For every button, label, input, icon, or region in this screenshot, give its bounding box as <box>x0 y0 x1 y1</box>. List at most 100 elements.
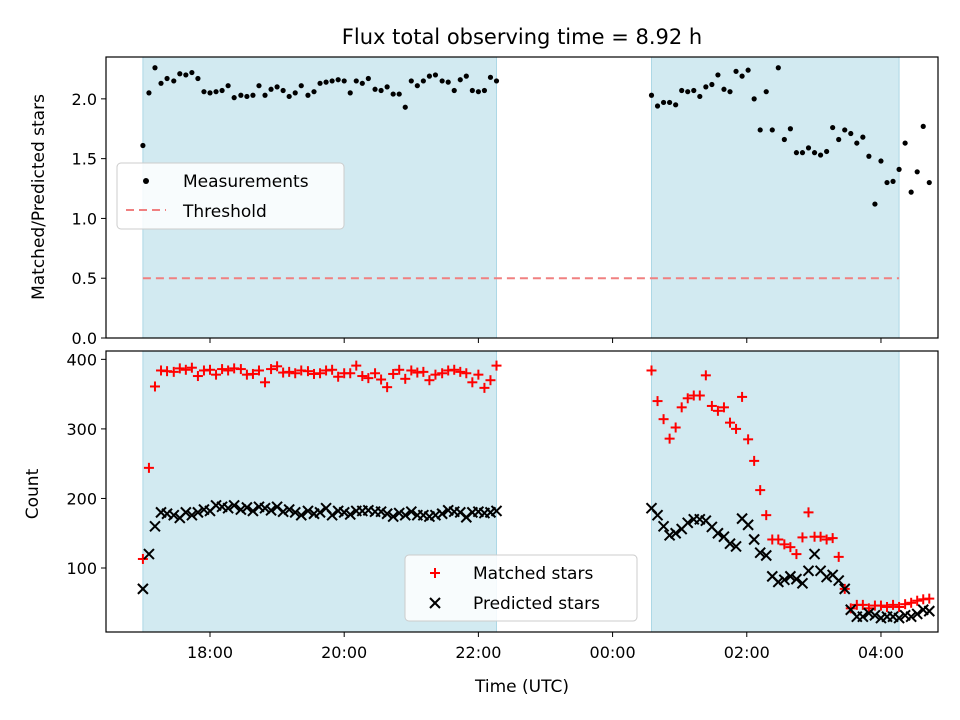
bottom-axes-frame <box>105 350 939 633</box>
legend-threshold-label: Threshold <box>182 202 267 222</box>
predicted-star-point <box>784 570 797 583</box>
measurement-point <box>195 75 201 82</box>
matched-star-point <box>363 373 374 384</box>
predicted-star-point <box>289 506 301 519</box>
measurement-point <box>207 90 213 96</box>
matched-star-point <box>900 599 911 610</box>
measurement-point <box>402 104 408 110</box>
matched-star-point <box>479 382 490 393</box>
matched-star-point <box>875 600 886 611</box>
measurement-point <box>745 67 751 73</box>
matched-star-point <box>485 375 496 386</box>
measurement-point <box>715 72 721 78</box>
matched-star-point <box>376 374 387 385</box>
predicted-star-point <box>180 506 192 519</box>
matched-star-point <box>406 365 417 376</box>
predicted-stars-series <box>137 499 935 624</box>
matched-star-point <box>664 433 675 444</box>
measurement-point <box>830 124 836 131</box>
measurement-point <box>323 79 329 85</box>
observing-window-2 <box>650 350 900 633</box>
predicted-star-point <box>790 573 803 585</box>
measurement-point <box>305 92 311 98</box>
matched-star-point <box>400 373 411 384</box>
measurement-point <box>292 90 298 96</box>
matched-star-point <box>821 534 832 545</box>
measurement-point <box>286 93 292 100</box>
predicted-star-point <box>375 505 387 518</box>
measurement-point <box>763 89 769 95</box>
predicted-star-point <box>748 533 760 546</box>
measurement-point <box>384 84 390 90</box>
matched-star-point <box>797 532 808 543</box>
matched-star-point <box>235 364 246 375</box>
matched-star-point <box>437 368 448 379</box>
measurement-point <box>884 179 890 186</box>
measurement-point <box>703 84 709 90</box>
measurement-point <box>878 158 884 164</box>
matched-star-point <box>652 396 663 407</box>
y-tick-label: 1.5 <box>72 150 97 169</box>
measurement-point <box>673 102 679 108</box>
measurement-point <box>739 73 745 79</box>
measurement-point <box>799 150 806 156</box>
measurement-point <box>359 80 365 86</box>
measurement-point <box>432 72 439 78</box>
top-axes-frame <box>105 56 939 339</box>
predicted-star-point <box>399 509 411 521</box>
matched-stars-series <box>137 360 935 614</box>
matched-star-point <box>906 597 917 608</box>
measurement-point <box>854 140 860 146</box>
y-tick-label: 0.5 <box>72 269 97 288</box>
matched-star-point <box>894 601 905 612</box>
matched-star-point <box>773 534 784 545</box>
legend-matched-label: Matched stars <box>473 564 593 584</box>
matched-star-point <box>815 531 826 542</box>
measurement-point <box>396 91 402 97</box>
predicted-star-point <box>259 502 271 514</box>
top-y-axis-label: Matched/Predicted stars <box>29 94 49 300</box>
matched-star-point <box>168 366 179 377</box>
matched-star-point <box>737 391 748 402</box>
measurement-point <box>751 96 757 102</box>
x-tick-label: 04:00 <box>858 643 904 662</box>
matched-star-point <box>247 368 258 379</box>
bottom-x-ticks: 18:00 20:00 22:00 00:00 02:00 04:00 <box>187 632 904 662</box>
matched-star-point <box>779 539 790 550</box>
predicted-star-point <box>241 501 253 514</box>
observing-windows-top <box>142 56 900 339</box>
top-legend: Measurements Threshold <box>116 162 345 230</box>
predicted-star-point <box>436 508 448 520</box>
measurement-point <box>487 74 494 80</box>
top-y-ticks: 0.0 0.5 1.0 1.5 2.0 <box>72 90 106 348</box>
measurement-point <box>201 89 207 95</box>
predicted-star-point <box>754 547 766 559</box>
matched-star-point <box>676 402 687 413</box>
measurement-point <box>256 83 262 89</box>
measurement-point <box>890 178 896 184</box>
measurement-point <box>733 68 739 74</box>
y-tick-label: 300 <box>66 420 97 439</box>
measurement-point <box>709 81 715 88</box>
matched-star-point <box>333 371 344 382</box>
predicted-star-point <box>149 520 161 532</box>
measurement-point <box>146 90 152 96</box>
measurement-point <box>158 80 164 86</box>
measurement-point <box>372 86 378 92</box>
measurement-point <box>781 136 787 143</box>
measurement-point <box>445 79 451 85</box>
measurement-point <box>475 89 481 95</box>
measurement-point <box>238 92 244 98</box>
matched-star-point <box>725 417 735 428</box>
matched-star-point <box>749 455 760 466</box>
matched-star-point <box>731 423 742 434</box>
matched-star-point <box>743 434 754 445</box>
y-tick-label: 200 <box>66 489 97 508</box>
measurement-point <box>347 90 353 96</box>
matched-star-point <box>863 603 874 614</box>
predicted-star-point <box>651 509 664 521</box>
measurement-point <box>274 84 280 90</box>
y-tick-label: 0.0 <box>72 329 97 348</box>
predicted-star-point <box>344 508 356 521</box>
